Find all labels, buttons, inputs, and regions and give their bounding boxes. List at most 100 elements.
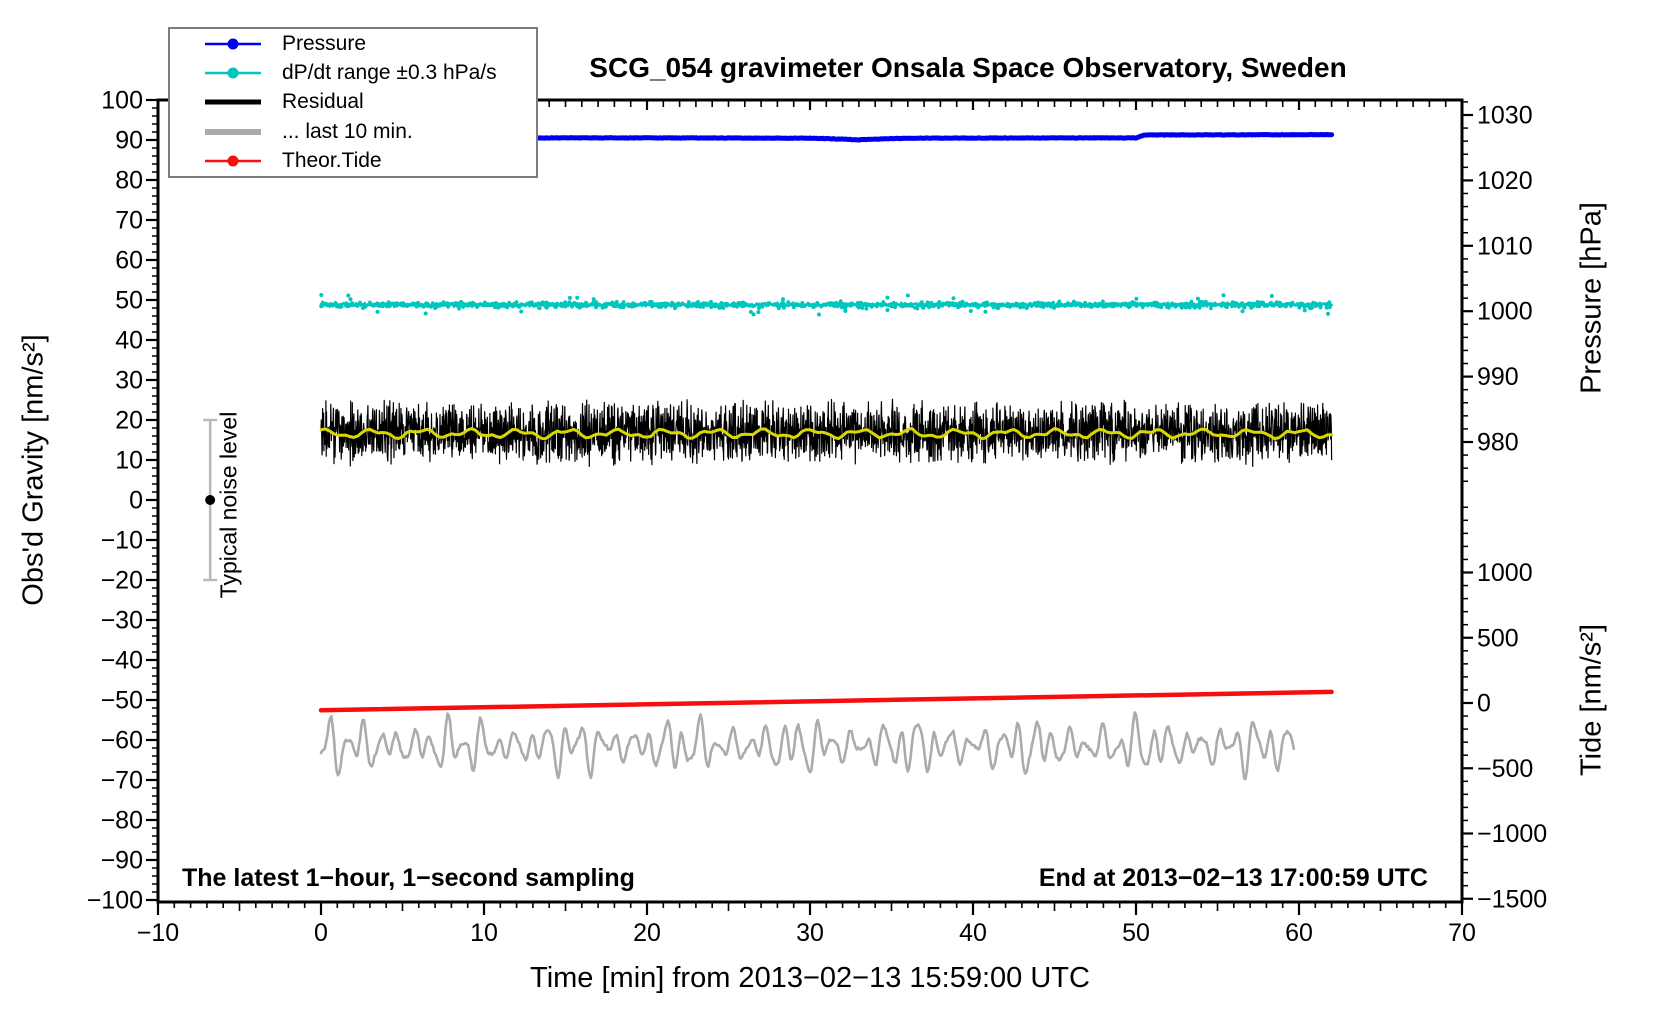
dpdt-dot bbox=[496, 303, 500, 307]
dpdt-dot bbox=[620, 302, 625, 306]
dpdt-dot bbox=[1089, 305, 1094, 309]
legend-sample-icon bbox=[205, 99, 261, 105]
dpdt-dot bbox=[680, 301, 685, 306]
dpdt-dot bbox=[1272, 302, 1277, 307]
dpdt-dot bbox=[1051, 300, 1056, 305]
series-last-10-min bbox=[319, 711, 1296, 781]
pressure-tick-label: 1020 bbox=[1477, 167, 1533, 195]
dpdt-outlier-dot bbox=[748, 309, 753, 314]
dpdt-dot bbox=[903, 304, 908, 308]
dpdt-dot bbox=[642, 300, 647, 305]
dpdt-dot bbox=[964, 301, 968, 306]
dpdt-outlier-dot bbox=[843, 309, 848, 313]
dpdt-dot bbox=[1242, 305, 1247, 310]
dpdt-dot bbox=[798, 303, 802, 307]
legend-sample-icon bbox=[205, 67, 261, 79]
dpdt-dot bbox=[1184, 301, 1189, 306]
dpdt-dot bbox=[1154, 300, 1159, 305]
dpdt-dot bbox=[1078, 304, 1083, 309]
dpdt-dot bbox=[528, 300, 533, 305]
series-residual-smooth bbox=[319, 427, 1334, 441]
gravity-tick-label: −50 bbox=[101, 687, 143, 715]
tide-tick-label: −500 bbox=[1477, 755, 1533, 783]
tide-axis-label: Tide [nm/s²] bbox=[1575, 623, 1608, 777]
dpdt-dot bbox=[448, 302, 453, 306]
dpdt-dot bbox=[445, 301, 450, 306]
dpdt-dot bbox=[1255, 300, 1260, 304]
dpdt-dot bbox=[374, 303, 378, 307]
dpdt-dot bbox=[915, 306, 920, 311]
dpdt-dot bbox=[517, 305, 522, 309]
x-axis-label: Time [min] from 2013−02−13 15:59:00 UTC bbox=[530, 962, 1090, 994]
dpdt-dot bbox=[1020, 302, 1025, 307]
dpdt-dot bbox=[358, 302, 362, 307]
dpdt-dot bbox=[1111, 302, 1116, 306]
dpdt-dot bbox=[1135, 302, 1140, 307]
dpdt-dot bbox=[1189, 299, 1194, 304]
dpdt-dot bbox=[1033, 301, 1037, 305]
dpdt-dot bbox=[496, 305, 500, 310]
dpdt-dot bbox=[330, 303, 335, 307]
dpdt-dot bbox=[863, 301, 867, 306]
dpdt-outlier-dot bbox=[983, 309, 988, 314]
dpdt-outlier-dot bbox=[1302, 308, 1307, 313]
dpdt-outlier-dot bbox=[905, 293, 910, 298]
dpdt-dot bbox=[1052, 306, 1056, 310]
dpdt-dot bbox=[1244, 302, 1249, 307]
dpdt-dot bbox=[665, 301, 670, 306]
dpdt-dot bbox=[672, 305, 677, 310]
legend-entry-2: Residual bbox=[170, 88, 536, 116]
dpdt-dot bbox=[660, 301, 665, 306]
gravity-tick-label: 50 bbox=[115, 287, 143, 315]
gravity-tick-label: −30 bbox=[101, 607, 143, 635]
dpdt-dot bbox=[1066, 302, 1070, 306]
dpdt-dot bbox=[1024, 306, 1029, 310]
dpdt-dot bbox=[736, 301, 741, 305]
pressure-tick-label: 1010 bbox=[1477, 232, 1533, 260]
dpdt-dot bbox=[320, 300, 325, 305]
dpdt-dot bbox=[1237, 302, 1242, 307]
dpdt-dot bbox=[839, 302, 843, 307]
gravity-tick-label: 90 bbox=[115, 127, 143, 155]
dpdt-dot bbox=[591, 301, 595, 305]
sampling-note: The latest 1−hour, 1−second sampling bbox=[182, 864, 635, 892]
dpdt-dot bbox=[1325, 302, 1330, 306]
dpdt-dot bbox=[492, 305, 497, 309]
dpdt-dot bbox=[511, 304, 515, 309]
dpdt-dot bbox=[1198, 299, 1202, 304]
dpdt-dot bbox=[995, 302, 1000, 307]
dpdt-dot bbox=[976, 305, 980, 310]
dpdt-dot bbox=[507, 300, 512, 305]
dpdt-dot bbox=[1249, 303, 1254, 307]
dpdt-dot bbox=[760, 304, 765, 309]
dpdt-dot bbox=[1042, 301, 1047, 306]
dpdt-dot bbox=[378, 303, 383, 308]
dpdt-dot bbox=[983, 303, 988, 308]
dpdt-dot bbox=[474, 303, 479, 308]
dpdt-dot bbox=[546, 302, 551, 306]
dpdt-dot bbox=[424, 302, 428, 307]
dpdt-dot bbox=[489, 302, 494, 306]
dpdt-dot bbox=[1145, 302, 1150, 306]
dpdt-outlier-dot bbox=[348, 297, 353, 302]
axis-frame bbox=[156, 98, 1464, 904]
dpdt-dot bbox=[626, 304, 631, 308]
dpdt-dot bbox=[595, 302, 600, 307]
dpdt-dot bbox=[894, 302, 899, 307]
dpdt-dot bbox=[1249, 306, 1254, 310]
gravity-tick-label: −80 bbox=[101, 807, 143, 835]
dpdt-dot bbox=[621, 305, 626, 310]
dpdt-dot bbox=[786, 300, 791, 304]
dpdt-dot bbox=[647, 302, 652, 307]
dpdt-dot bbox=[1297, 305, 1302, 310]
dpdt-dot bbox=[867, 303, 872, 307]
dpdt-outlier-dot bbox=[951, 296, 956, 301]
dpdt-dot bbox=[1179, 302, 1184, 306]
dpdt-dot bbox=[741, 300, 746, 305]
dpdt-dot bbox=[850, 301, 854, 306]
tide-tick-label: 0 bbox=[1477, 690, 1491, 718]
dpdt-dot bbox=[750, 303, 755, 308]
dpdt-dot bbox=[957, 302, 962, 306]
gravity-tick-label: −100 bbox=[87, 887, 143, 915]
dpdt-dot bbox=[388, 301, 392, 306]
